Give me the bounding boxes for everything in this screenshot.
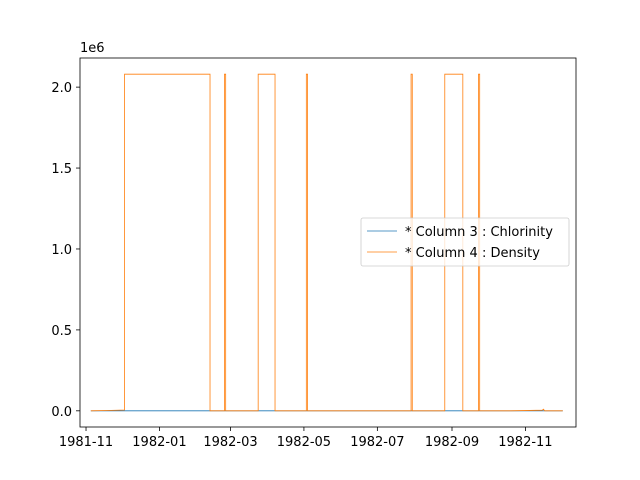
x-tick-label: 1982-03: [203, 435, 257, 450]
legend: * Column 3 : Chlorinity * Column 4 : Den…: [360, 217, 570, 267]
x-tick-label: 1982-07: [350, 435, 404, 450]
y-axis: 0.0 0.5 1.0 1.5 2.0: [51, 81, 80, 420]
y-tick-label: 2.0: [51, 81, 72, 96]
plot-frame: [79, 57, 577, 428]
x-axis: 1981-11 1982-01 1982-03 1982-05 1982-07 1982-…: [59, 427, 553, 450]
series-line-density: [90, 73, 563, 412]
y-tick-label: 0.5: [51, 324, 72, 339]
y-tick-label: 1.5: [51, 162, 72, 177]
x-tick-label: 1982-09: [425, 435, 479, 450]
plot-series: [90, 73, 563, 412]
x-tick-label: 1981-11: [59, 435, 113, 450]
x-tick-label: 1982-11: [498, 435, 552, 450]
legend-label-chlorinity: * Column 3 : Chlorinity: [405, 225, 553, 240]
x-tick-label: 1982-05: [277, 435, 331, 450]
y-tick-label: 0.0: [51, 405, 72, 420]
y-offset-label: 1e6: [80, 41, 105, 56]
legend-box: [360, 217, 570, 267]
legend-label-density: * Column 4 : Density: [405, 246, 540, 261]
x-tick-label: 1982-01: [132, 435, 186, 450]
y-tick-label: 1.0: [51, 243, 72, 258]
